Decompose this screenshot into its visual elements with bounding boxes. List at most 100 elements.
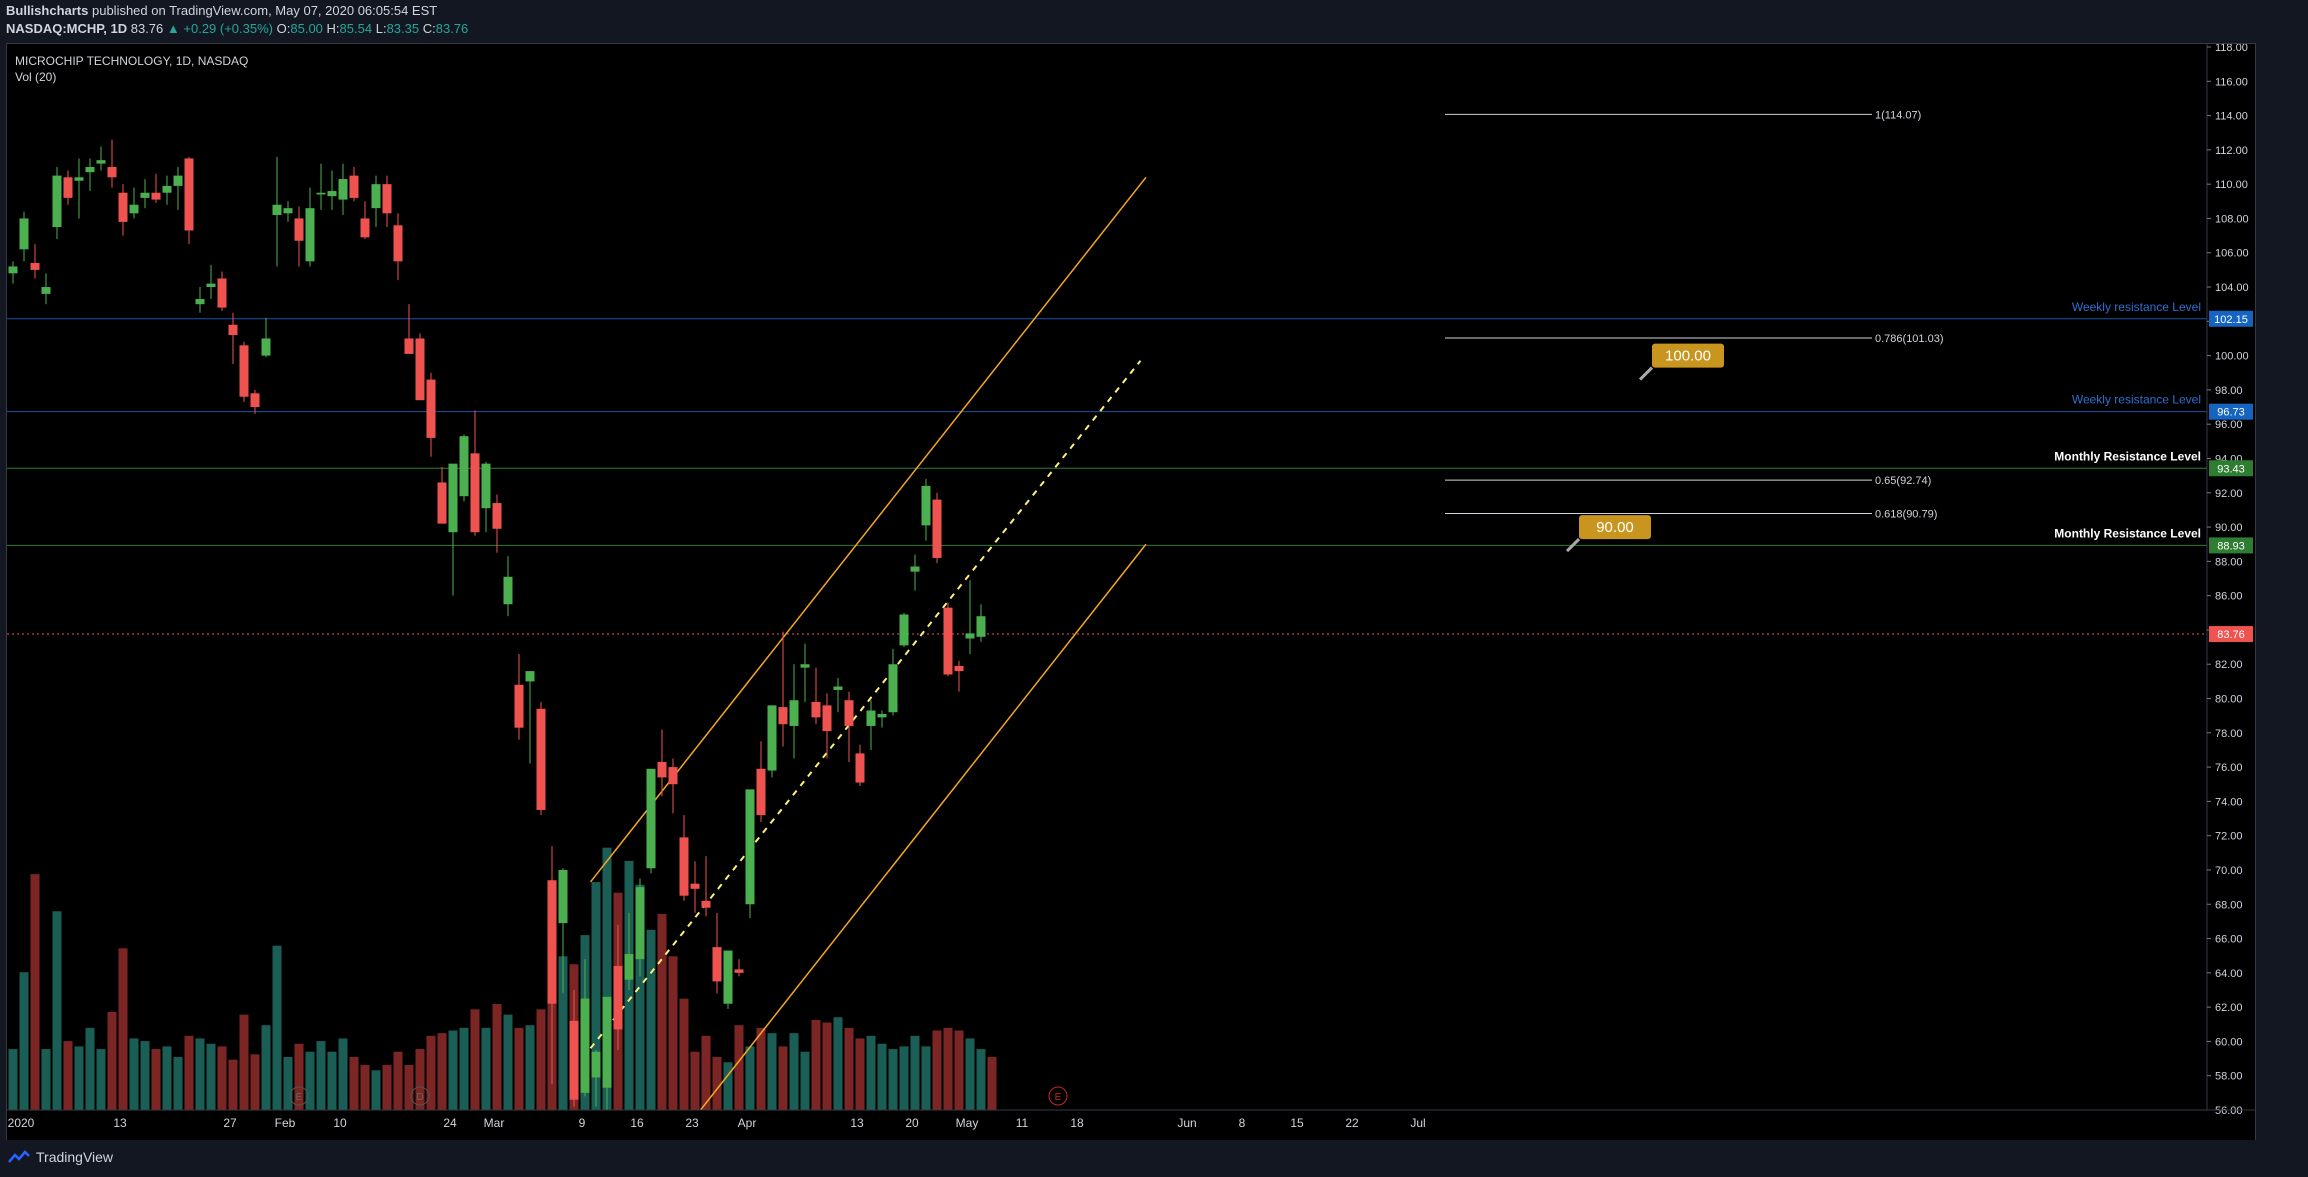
candle-body [701,900,711,908]
author-name[interactable]: Bullishcharts [6,3,89,18]
volume-bar [250,1054,260,1110]
volume-bar [855,1038,865,1110]
fib-level-label: 1(114.07) [1875,109,1921,121]
time-axis-label: 2020 [8,1116,35,1130]
volume-bar [96,1049,106,1110]
volume-bar [19,972,29,1110]
price-axis-tag [2209,403,2253,420]
price-axis-tag-label: 93.43 [2217,463,2245,475]
candle-body [580,998,590,1093]
volume-bar [833,1017,843,1110]
volume-bar [844,1027,854,1110]
last-price-tag-label: 83.76 [2217,629,2245,641]
candle-body [294,218,304,241]
volume-bar [85,1027,95,1110]
event-marker-label: E [296,1092,303,1103]
time-axis-label: 16 [630,1116,644,1130]
candle-body [349,175,359,198]
candle-body [943,607,953,675]
candle-body [602,996,612,1088]
volume-bar [635,884,645,1110]
price-axis-label: 78.00 [2215,728,2243,740]
candle-body [63,177,73,198]
candle-body [679,837,689,896]
target-pointer [1638,366,1654,381]
price-axis-label: 108.00 [2215,213,2249,225]
event-marker [289,1086,309,1106]
volume-bar [404,1064,414,1110]
volume-bar [437,1033,447,1110]
volume-bar [976,1049,986,1110]
close-value: 83.76 [435,21,469,36]
volume-indicator-label[interactable]: Vol (20) [15,70,57,84]
candle-body [921,485,931,526]
candle-body [415,338,425,401]
volume-bar [800,1051,810,1110]
low-label: L: [375,21,387,36]
fib-level-label: 0.65(92.74) [1875,475,1931,487]
volume-bar [371,1070,381,1110]
time-axis-label: 8 [1239,1116,1246,1130]
candle-body [129,204,139,214]
price-chart[interactable]: Weekly resistance Level Weekly resistance… [7,44,2255,1140]
time-axis-label: Mar [484,1116,505,1130]
candle-body [173,175,183,186]
volume-bar [360,1064,370,1110]
volume-bar [107,1011,117,1110]
price-axis-label: 112.00 [2215,145,2248,157]
candle-body [558,869,568,924]
price-axis [2207,44,2255,1140]
candle-body [503,576,513,605]
volume-bar [470,1009,480,1110]
volume-bar [316,1041,326,1110]
volume-bar [734,1025,744,1110]
price-axis-tag [2209,460,2253,477]
candle-body [217,278,227,308]
fib-level-label: 0.618(90.79) [1875,509,1937,521]
price-axis-label: 58.00 [2215,1071,2243,1083]
volume-bar [965,1038,975,1110]
candle-body [41,287,51,294]
volume-bar [30,874,40,1110]
tradingview-logo[interactable]: TradingView [8,1149,113,1165]
publish-info: Bullishcharts published on TradingView.c… [6,3,437,18]
candle-body [8,266,18,274]
candle-body [459,436,469,497]
target-label: 100.00 [1665,348,1711,365]
volume-bar [294,1043,304,1110]
price-axis-label: 70.00 [2215,865,2243,877]
candle-body [393,225,403,262]
candle-body [976,616,986,637]
candle-body [855,753,865,783]
candle-body [646,768,656,869]
target-label: 90.00 [1596,519,1634,536]
candle-body [74,177,84,181]
volume-bar [888,1049,898,1110]
volume-bar [459,1027,469,1110]
volume-bar [668,956,678,1110]
candle-body [382,184,392,214]
tradingview-icon [8,1150,30,1163]
candle-body [954,665,964,672]
candle-body [910,566,920,572]
price-axis-tag [2209,310,2253,327]
candle-body [591,1051,601,1078]
time-axis-label: 20 [905,1116,919,1130]
volume-bar [910,1035,920,1110]
volume-bar [272,945,282,1110]
volume-bar [789,1033,799,1110]
candle-body [371,184,381,209]
volume-bar [778,1046,788,1110]
time-axis-label: 24 [443,1116,457,1130]
candle-body [932,499,942,558]
candle-body [250,393,260,408]
price-axis-label: 110.00 [2215,179,2248,191]
high-label: H: [326,21,340,36]
symbol-label[interactable]: NASDAQ:MCHP, 1D [6,21,128,36]
candle-body [52,175,62,228]
volume-bar [602,847,612,1110]
volume-bar [767,1033,777,1110]
volume-bar [63,1041,73,1110]
chart-pane[interactable]: Weekly resistance Level Weekly resistance… [6,43,2256,1141]
event-marker [410,1086,430,1106]
